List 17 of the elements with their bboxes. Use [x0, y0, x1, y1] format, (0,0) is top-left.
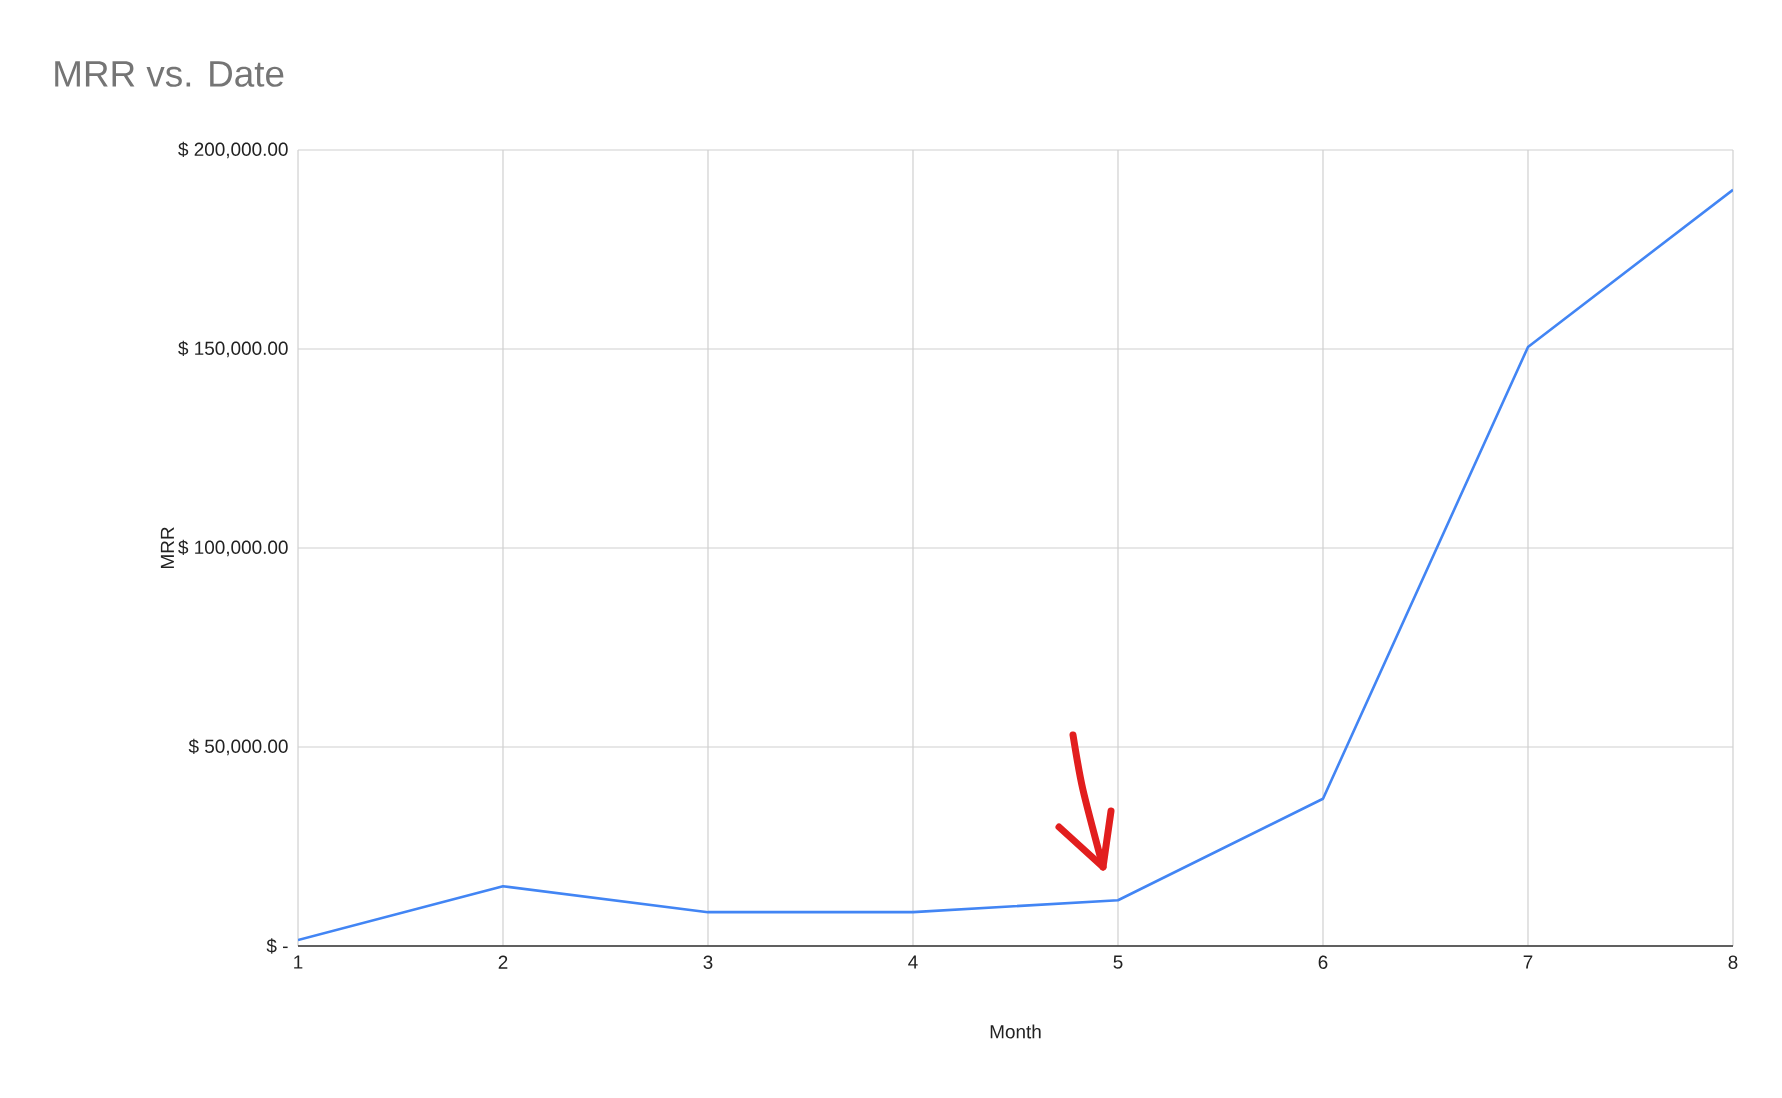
chart-title: MRR vs. Date: [55, 61, 284, 87]
y-tick-label: $ 200,000.00: [178, 141, 288, 159]
x-tick-label: 6: [1318, 955, 1328, 969]
x-tick-label: 8: [1728, 955, 1738, 969]
x-tick-label: 2: [498, 955, 508, 969]
x-tick-label: 4: [908, 955, 918, 969]
y-tick-label: $ 50,000.00: [188, 738, 288, 756]
y-tick-label: $ 100,000.00: [178, 539, 288, 557]
x-tick-label: 7: [1523, 955, 1533, 969]
line-series: [298, 188, 1733, 942]
x-tick-label: 1: [294, 955, 303, 969]
y-tick-label: $ 150,000.00: [178, 340, 288, 358]
x-axis-title: Month: [990, 1024, 1041, 1039]
x-tick-label: 3: [703, 955, 713, 969]
x-tick-label: 5: [1113, 955, 1123, 969]
y-axis-title: MRR: [160, 527, 174, 568]
y-tick-label: $ -: [266, 938, 288, 954]
